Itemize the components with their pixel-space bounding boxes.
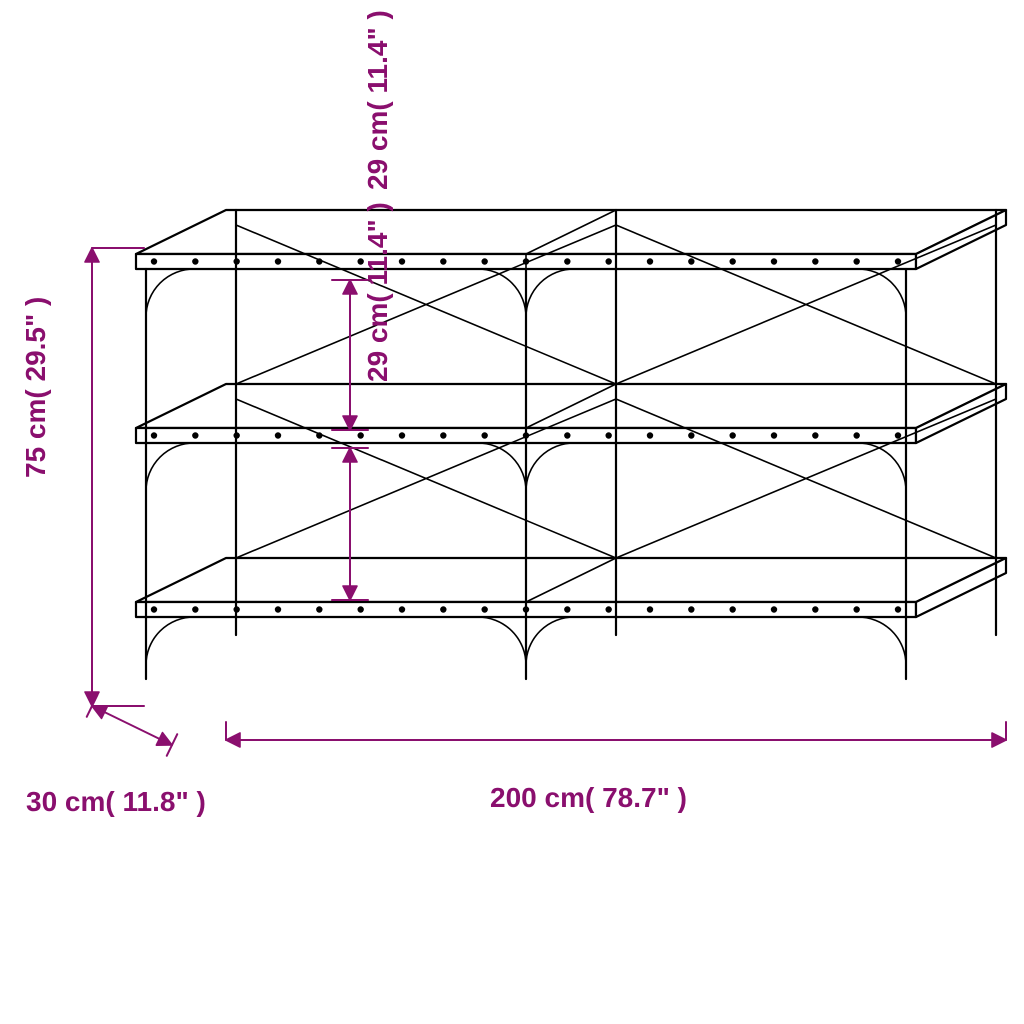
dimension-width-label: 200 cm( 78.7" ) [490, 780, 687, 815]
dimension-shelfgap1-label: 29 cm( 11.4" ) [360, 10, 395, 190]
dimension-depth-label: 30 cm( 11.8" ) [26, 784, 206, 819]
furniture-dimension-diagram [0, 0, 1024, 1024]
dimension-shelfgap2-label: 29 cm( 11.4" ) [360, 202, 395, 382]
dimension-height-label: 75 cm( 29.5" ) [18, 297, 53, 478]
